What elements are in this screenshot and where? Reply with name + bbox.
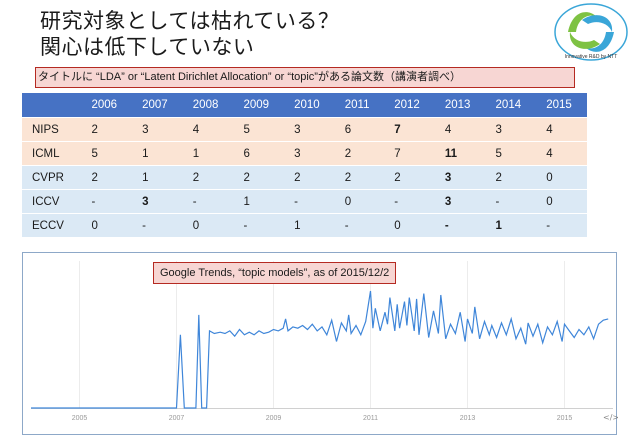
paper-count: 1 [132,141,183,166]
paper-count: 0 [81,213,133,237]
paper-count: 2 [182,165,234,190]
paper-count: 2 [384,165,435,190]
paper-count: - [284,189,335,214]
table-row: NIPS 2 3 4 5 3 6 7 4 3 4 [22,117,587,142]
conference-name: ICML [22,141,82,166]
x-tick-label: 2015 [557,415,573,422]
paper-count: 1 [132,165,183,190]
paper-count: 7 [384,117,435,142]
paper-count: 0 [536,165,587,190]
paper-count: 5 [81,141,133,166]
header-corner [22,93,82,118]
slide-title-line1: 研究対象としては枯れている？ [40,9,340,33]
embed-code-icon[interactable]: </> [603,413,618,422]
paper-count: - [536,213,587,237]
conference-name: ICCV [22,189,82,214]
paper-count: 6 [334,117,385,142]
header-year: 2011 [334,93,385,118]
paper-count: 11 [434,141,486,166]
paper-count: 0 [334,189,385,214]
paper-count: 2 [485,165,537,190]
header-year: 2008 [182,93,234,118]
paper-count: 6 [233,141,285,166]
paper-count: 3 [485,117,537,142]
trend-series-line [31,290,609,409]
paper-count: 1 [284,213,335,237]
paper-count: 4 [434,117,486,142]
header-year: 2009 [233,93,285,118]
paper-count: 4 [182,117,234,142]
paper-count: 4 [536,117,587,142]
paper-count: - [485,189,537,214]
logo-text: Innovative R&D by NTT [565,54,618,60]
table-header-row: 2006 2007 2008 2009 2010 2011 2012 2013 2014 2015 [22,93,587,118]
paper-count: 5 [485,141,537,166]
paper-count: 0 [536,189,587,214]
x-tick-label: 2005 [72,415,88,422]
paper-count: 2 [81,165,133,190]
paper-count: 2 [81,117,133,142]
table-row: ECCV 0-0-1-0-1- [22,213,587,237]
paper-count: - [233,213,285,237]
paper-count: 3 [434,165,486,190]
x-tick-label: 2011 [363,415,378,422]
paper-count: 0 [384,213,435,237]
paper-count: 3 [132,117,183,142]
paper-count: - [182,189,234,214]
x-tick-label: 2013 [460,415,476,422]
trends-label: Google Trends, “topic models”, as of 201… [153,262,397,284]
paper-count: 1 [233,189,285,214]
x-tick-label: 2009 [266,415,282,422]
header-year: 2015 [536,93,587,118]
table-row: ICCV -3-1-0-3-0 [22,189,587,214]
conference-name: CVPR [22,165,82,190]
table-row: CVPR 2 1 2 2 2 2 2 3 2 0 [22,165,587,190]
slide-title-line2: 関心は低下していない [40,35,255,59]
header-year: 2010 [284,93,335,118]
paper-count: - [81,189,133,214]
paper-count: - [334,213,385,237]
paper-count: 1 [182,141,234,166]
conference-name: ECCV [22,213,82,237]
paper-count-table: 2006 2007 2008 2009 2010 2011 2012 2013 2014 2015… [22,93,587,237]
header-year: 2013 [434,93,486,118]
paper-count: - [384,189,435,214]
header-year: 2007 [132,93,183,118]
conference-name: NIPS [22,117,82,142]
header-year: 2012 [384,93,435,118]
paper-count: 2 [334,165,385,190]
table-row: ICML 5 1 1 6 3 2 7 11 5 4 [22,141,587,166]
paper-count: 3 [284,141,335,166]
paper-count: - [132,213,183,237]
header-year: 2014 [485,93,537,118]
x-tick-label: 2007 [169,415,185,422]
paper-count: 3 [284,117,335,142]
paper-count: - [434,213,486,237]
paper-count: 0 [182,213,234,237]
paper-count: 5 [233,117,285,142]
trend-plot: 2005 2007 2009 2011 2013 2015 </> [31,261,618,422]
paper-count: 2 [284,165,335,190]
paper-count: 1 [485,213,537,237]
paper-count-note: タイトルに “LDA” or “Latent Dirichlet Allocat… [35,67,575,88]
paper-count: 7 [384,141,435,166]
ntt-logo: Innovative R&D by NTT [554,3,628,61]
paper-count: 4 [536,141,587,166]
paper-count: 2 [233,165,285,190]
paper-count: 3 [434,189,486,214]
paper-count: 3 [132,189,183,214]
paper-count: 2 [334,141,385,166]
header-year: 2006 [81,93,133,118]
